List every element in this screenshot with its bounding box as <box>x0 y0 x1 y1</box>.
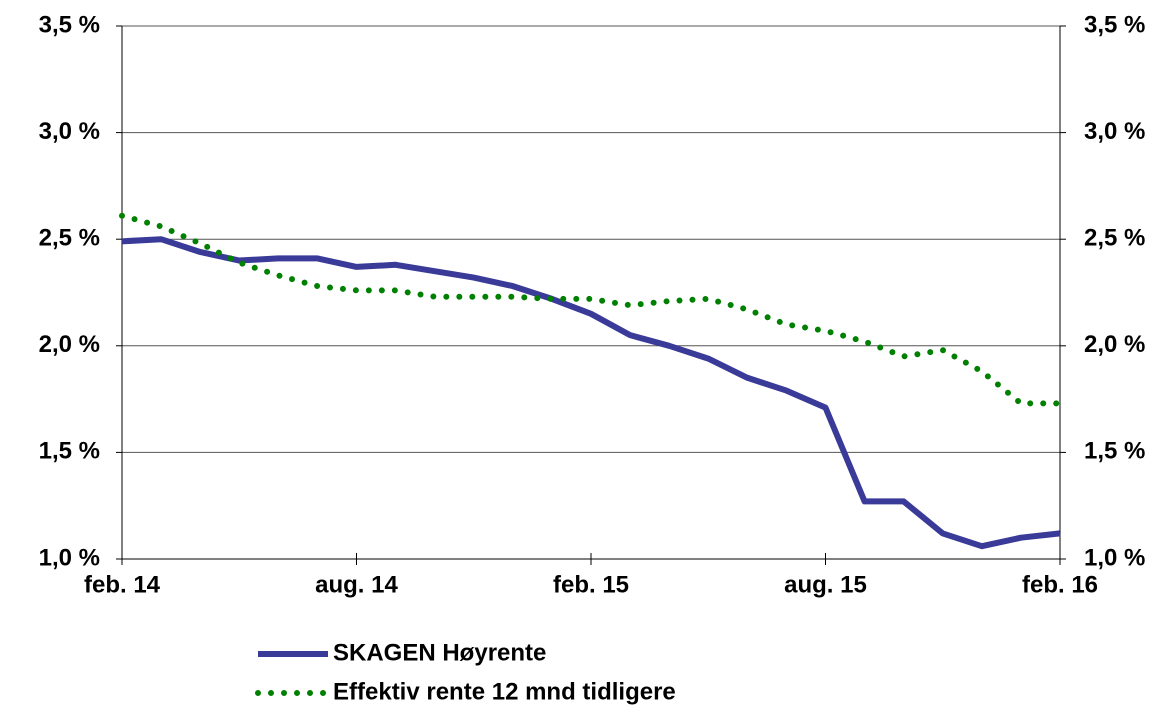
y2-tick-label: 3,0 % <box>1084 118 1145 145</box>
y2-tick-label: 3,5 % <box>1084 11 1145 38</box>
y2-tick-label: 1,0 % <box>1084 544 1145 571</box>
legend-label: SKAGEN Høyrente <box>333 639 546 666</box>
y-tick-label: 1,5 % <box>39 438 100 465</box>
x-tick-label: feb. 16 <box>1022 571 1098 598</box>
y2-tick-label: 2,0 % <box>1084 331 1145 358</box>
x-tick-label: aug. 15 <box>784 571 867 598</box>
series-line <box>121 236 1061 550</box>
legend-label: Effektiv rente 12 mnd tidligere <box>333 678 676 705</box>
y2-tick-label: 2,5 % <box>1084 225 1145 252</box>
y-tick-label: 3,5 % <box>39 11 100 38</box>
y-tick-label: 2,5 % <box>39 225 100 252</box>
x-tick-label: feb. 15 <box>553 571 629 598</box>
x-tick-label: aug. 14 <box>315 571 398 598</box>
x-tick-label: feb. 14 <box>84 571 161 598</box>
y2-tick-label: 1,5 % <box>1084 438 1145 465</box>
y-tick-label: 3,0 % <box>39 118 100 145</box>
series-line <box>119 212 1063 407</box>
y-tick-label: 1,0 % <box>39 544 100 571</box>
y-tick-label: 2,0 % <box>39 331 100 358</box>
